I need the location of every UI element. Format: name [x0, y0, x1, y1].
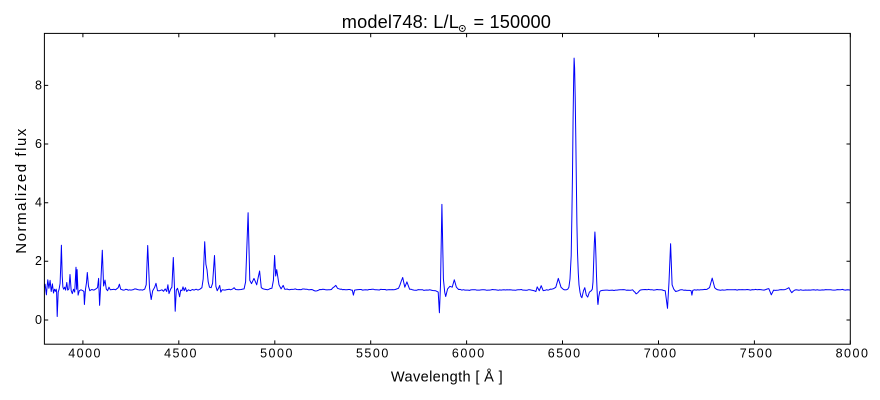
svg-text:4500: 4500 [164, 347, 198, 361]
svg-text:Normalized flux: Normalized flux [13, 127, 30, 254]
svg-text:6: 6 [35, 137, 42, 151]
svg-text:2: 2 [35, 254, 42, 268]
svg-text:0: 0 [35, 313, 42, 327]
svg-text:7500: 7500 [740, 347, 774, 361]
svg-text:8000: 8000 [836, 347, 870, 361]
svg-text:6500: 6500 [548, 347, 582, 361]
svg-text:5500: 5500 [356, 347, 390, 361]
svg-text:6000: 6000 [452, 347, 486, 361]
svg-text:Wavelength [ Å ]: Wavelength [ Å ] [391, 369, 503, 386]
svg-text:5000: 5000 [260, 347, 294, 361]
svg-text:= 150000: = 150000 [474, 12, 552, 32]
svg-text:4: 4 [35, 196, 42, 210]
svg-text:model748: L/L: model748: L/L [342, 12, 459, 32]
svg-text:7000: 7000 [644, 347, 678, 361]
svg-text:8: 8 [35, 78, 42, 92]
svg-text:4000: 4000 [68, 347, 102, 361]
